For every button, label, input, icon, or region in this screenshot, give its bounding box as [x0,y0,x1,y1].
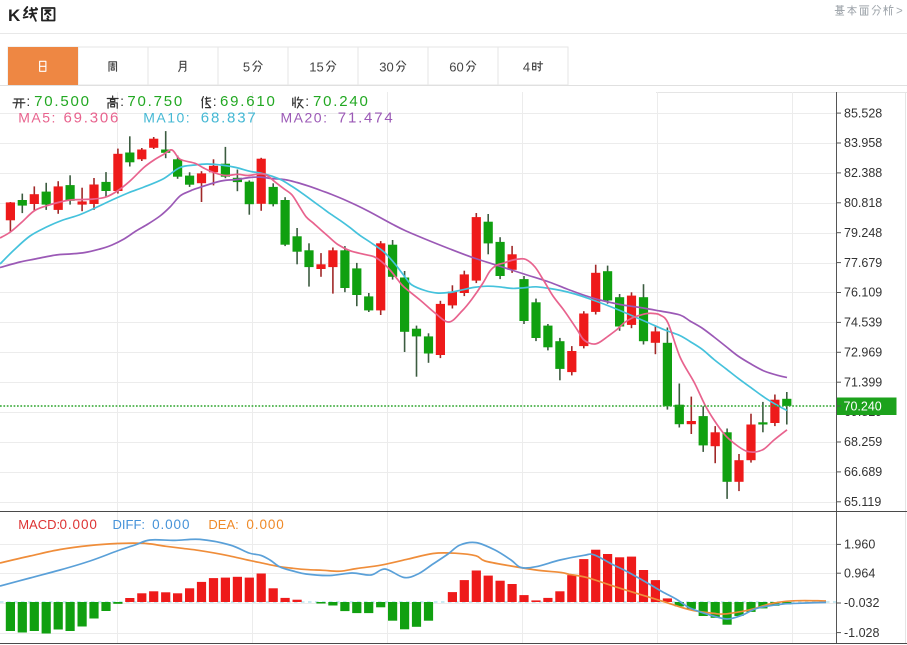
svg-text:MACD:: MACD: [18,517,60,532]
svg-text:71.474: 71.474 [338,109,395,126]
svg-text:70.500: 70.500 [34,93,91,110]
svg-text:-1.028: -1.028 [844,626,879,640]
svg-text:83.958: 83.958 [844,136,882,150]
svg-text:85.528: 85.528 [844,106,882,120]
svg-text:69.610: 69.610 [220,93,277,110]
svg-text:0.964: 0.964 [844,566,875,580]
svg-text:0.000: 0.000 [152,517,190,532]
svg-text:69.306: 69.306 [64,109,121,126]
svg-text:76.109: 76.109 [844,286,882,300]
svg-text:1.960: 1.960 [844,538,875,552]
svg-text:68.259: 68.259 [844,435,882,449]
svg-text:70.240: 70.240 [313,93,370,110]
svg-text:-0.032: -0.032 [844,596,879,610]
svg-text:68.837: 68.837 [201,109,258,126]
svg-text:MA10:: MA10: [143,109,191,125]
svg-text:DIFF:: DIFF: [113,517,146,532]
svg-text:15: 15 [309,60,323,75]
svg-text:>: > [896,6,903,18]
svg-text:60: 60 [449,60,463,75]
svg-text:30: 30 [379,60,393,75]
svg-text:72.969: 72.969 [844,346,882,360]
svg-text::: : [120,93,124,109]
svg-text:71.399: 71.399 [844,375,882,389]
svg-text:74.539: 74.539 [844,316,882,330]
svg-text:0.000: 0.000 [246,517,284,532]
svg-text:0.000: 0.000 [60,517,98,532]
svg-text:77.679: 77.679 [844,256,882,270]
svg-text::: : [305,93,309,109]
svg-text::: : [213,93,217,109]
svg-text:MA5:: MA5: [18,109,57,125]
svg-text:4: 4 [523,60,530,75]
svg-text:65.119: 65.119 [844,495,881,509]
svg-text:DEA:: DEA: [208,517,238,532]
svg-text:MA20:: MA20: [281,109,329,125]
svg-text:70.240: 70.240 [844,400,882,414]
svg-text:70.750: 70.750 [127,93,184,110]
svg-text:82.388: 82.388 [844,166,882,180]
svg-text:K: K [8,6,21,25]
svg-text:66.689: 66.689 [844,465,882,479]
svg-text:5: 5 [243,60,250,75]
svg-text::: : [26,93,30,109]
svg-text:80.818: 80.818 [844,196,882,210]
svg-text:79.248: 79.248 [844,226,882,240]
